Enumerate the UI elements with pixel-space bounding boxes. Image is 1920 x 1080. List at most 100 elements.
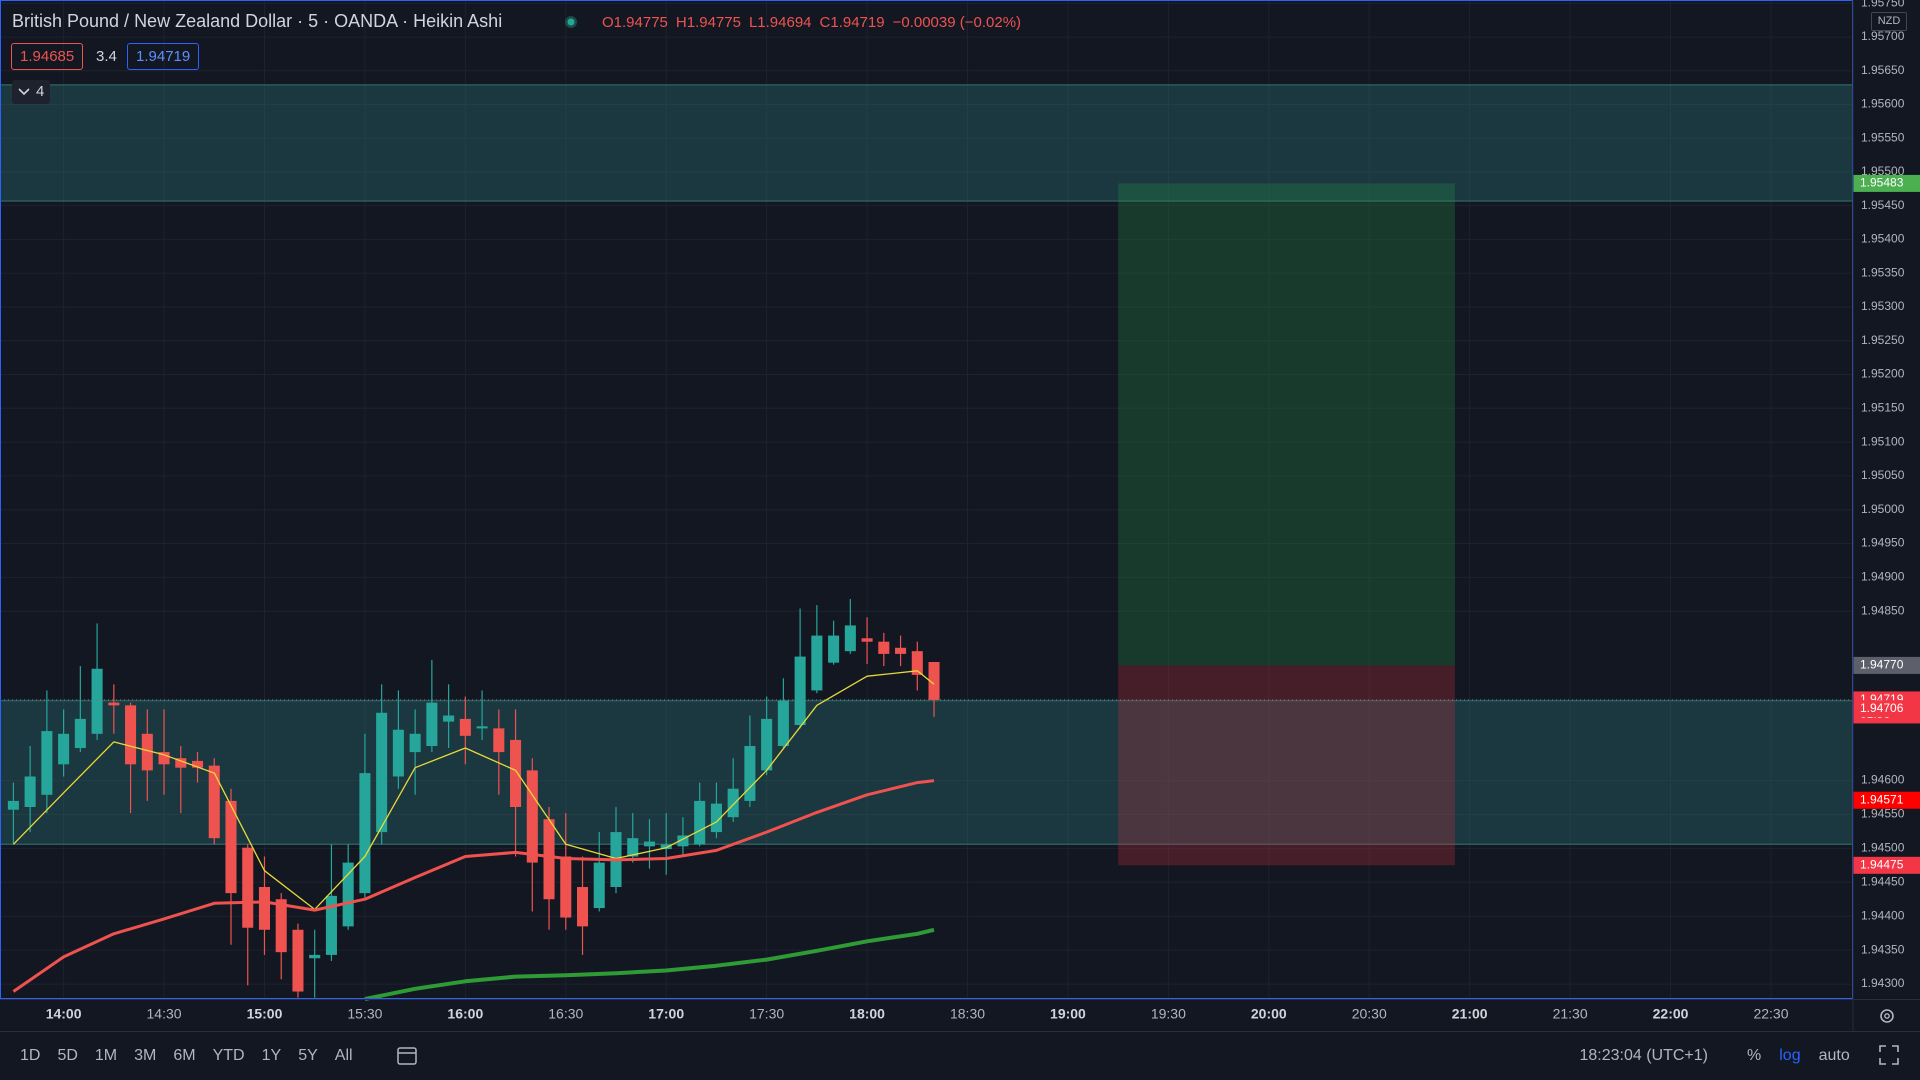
- price-label: 1.94770: [1860, 658, 1904, 672]
- x-tick-label: 22:30: [1753, 1006, 1788, 1022]
- candle-body: [7, 800, 19, 810]
- clock: 18:23:04 (UTC+1): [1579, 1047, 1708, 1064]
- price-label-bg: [1853, 656, 1920, 674]
- candle-body: [158, 752, 170, 765]
- candle-body: [91, 668, 103, 734]
- candle-body: [141, 733, 153, 771]
- candle-body: [727, 788, 739, 818]
- y-tick-label: 1.94450: [1861, 874, 1905, 888]
- y-tick-label: 1.94550: [1861, 807, 1905, 821]
- candle-body: [74, 718, 86, 749]
- candle-body: [694, 800, 706, 845]
- x-tick-label: 22:00: [1653, 1006, 1689, 1022]
- fullscreen: [1879, 1045, 1899, 1065]
- candle-body: [627, 838, 639, 857]
- range-button[interactable]: 1Y: [261, 1046, 282, 1064]
- candle-body: [225, 800, 237, 894]
- candle-body: [777, 700, 789, 746]
- scale-option[interactable]: log: [1779, 1046, 1801, 1064]
- y-tick-label: 1.94850: [1861, 603, 1905, 617]
- candle-body: [643, 841, 655, 847]
- candle-body: [125, 705, 137, 765]
- x-tick-label: 20:30: [1352, 1006, 1387, 1022]
- y-tick-label: 1.95600: [1861, 97, 1905, 111]
- y-tick-label: 1.95150: [1861, 400, 1905, 414]
- y-tick-label: 1.95450: [1861, 198, 1905, 212]
- x-tick-label: 19:00: [1050, 1006, 1086, 1022]
- bid-price[interactable]: 1.94685: [11, 43, 84, 70]
- price-label: 1.95483: [1860, 176, 1904, 190]
- y-tick-label: 1.95400: [1861, 232, 1905, 246]
- x-tick-label: 17:00: [648, 1006, 684, 1022]
- range-button[interactable]: 5Y: [298, 1046, 318, 1064]
- range-button[interactable]: All: [334, 1046, 353, 1064]
- candle-body: [409, 733, 421, 753]
- candle-body: [359, 773, 371, 894]
- x-tick-label: 19:30: [1151, 1006, 1186, 1022]
- scale-option[interactable]: %: [1747, 1046, 1762, 1064]
- y-tick-label: 1.94500: [1861, 841, 1905, 855]
- y-tick-label: 1.95650: [1861, 63, 1905, 77]
- candle-body: [58, 733, 70, 765]
- price-label-bg: [1853, 174, 1920, 192]
- price-label-bg: [1853, 700, 1920, 718]
- candle-body: [443, 715, 455, 722]
- range-button[interactable]: 5D: [57, 1046, 78, 1064]
- price-label: 1.94571: [1860, 792, 1904, 806]
- symbol-title: British Pound / New Zealand Dollar · 5 ·…: [12, 11, 503, 31]
- zone: [0, 700, 1853, 845]
- candle-body: [761, 718, 773, 771]
- candle-body: [911, 651, 923, 675]
- x-tick-label: 15:30: [347, 1006, 382, 1022]
- range-button[interactable]: 3M: [134, 1046, 157, 1064]
- fullscreen-icon[interactable]: [1879, 1045, 1899, 1065]
- candle-body: [828, 635, 840, 663]
- y-tick-label: 1.95350: [1861, 265, 1905, 279]
- candle-body: [325, 895, 337, 955]
- x-tick-label: 16:00: [447, 1006, 483, 1022]
- candle-body: [242, 847, 254, 928]
- y-tick-label: 1.95050: [1861, 468, 1905, 482]
- candle-body: [677, 835, 689, 847]
- ohlc-value: −0.00039 (−0.02%): [892, 14, 1022, 31]
- moving-average: [12, 670, 935, 911]
- y-tick-label: 1.95500: [1861, 164, 1905, 178]
- settings-icon[interactable]: [1880, 1009, 1894, 1023]
- indicators-toggle[interactable]: 4: [12, 80, 50, 104]
- y-tick-label: 1.95200: [1861, 367, 1905, 381]
- x-tick-label: 15:00: [247, 1006, 283, 1022]
- currency-label[interactable]: NZD: [1871, 12, 1907, 31]
- candle-body: [342, 862, 354, 927]
- y-tick-label: 1.95000: [1861, 502, 1905, 516]
- x-tick-label: 20:00: [1251, 1006, 1287, 1022]
- candle-body: [376, 712, 388, 833]
- range-button[interactable]: 1D: [20, 1046, 41, 1064]
- range-bar: 1D 5D 1M 3M 6M YTD 1Y 5Y All: [20, 1031, 353, 1080]
- x-tick-label: 21:30: [1553, 1006, 1588, 1022]
- ask-price[interactable]: 1.94719: [127, 43, 200, 70]
- y-tick-label: 1.94300: [1861, 976, 1905, 990]
- range-button[interactable]: YTD: [212, 1046, 245, 1064]
- calendar-icon[interactable]: [397, 1047, 417, 1065]
- zone: [0, 84, 1853, 201]
- candle-body: [208, 765, 220, 839]
- moving-average: [12, 779, 935, 993]
- candle-body: [710, 803, 722, 833]
- candle-body: [476, 726, 488, 729]
- chevron-path: [18, 88, 30, 96]
- gear: [1880, 1009, 1894, 1023]
- candle-body: [895, 647, 907, 654]
- ohlc-legend: O1.94775 H1.94775 L1.94694 C1.94719 −0.00039…: [602, 14, 1021, 31]
- x-tick-label: 14:00: [46, 1006, 82, 1022]
- range-button[interactable]: 6M: [173, 1046, 196, 1064]
- scale-options: % log auto: [1747, 1031, 1850, 1080]
- price-label-bg: [1853, 791, 1920, 809]
- range-button[interactable]: 1M: [94, 1046, 118, 1064]
- scale-option[interactable]: auto: [1818, 1046, 1850, 1064]
- x-tick-label: 21:00: [1452, 1006, 1488, 1022]
- y-tick-label: 1.95550: [1861, 130, 1905, 144]
- candle-body: [258, 887, 270, 930]
